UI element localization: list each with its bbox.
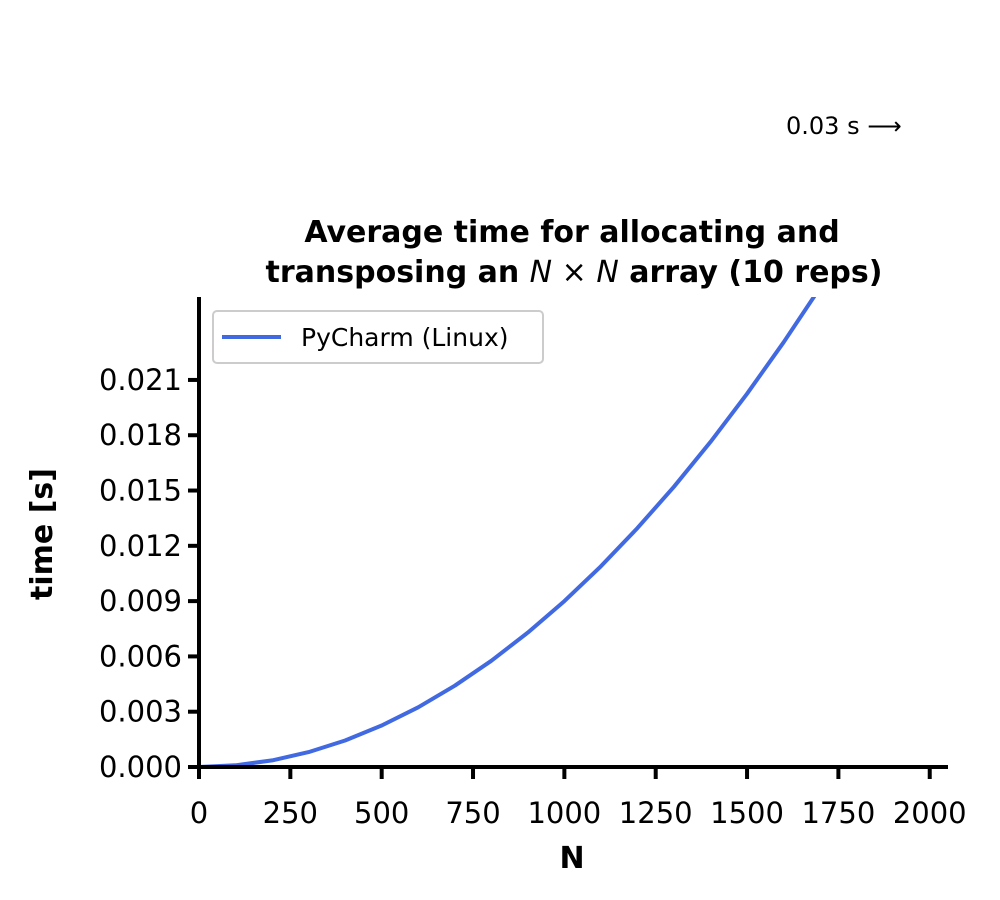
y-axis-ticks: 0.000 0.003 0.006 0.009 0.012 0.015 0.018 0.021 [99, 363, 199, 784]
x-tick-label: 1750 [801, 796, 875, 830]
x-tick-label: 750 [445, 796, 500, 830]
legend-frame [212, 310, 544, 364]
y-tick-label: 0.009 [99, 584, 182, 618]
y-tick-label: 0.012 [99, 529, 182, 563]
x-tick-label: 1250 [619, 796, 693, 830]
y-tick-label: 0.006 [99, 639, 182, 673]
chart-title-line-2: transposing an N × N array (10 reps) [266, 255, 883, 290]
x-tick-label: 1500 [710, 796, 784, 830]
x-tick-label: 2000 [893, 796, 967, 830]
y-tick-label: 0.000 [99, 750, 182, 784]
y-tick-label: 0.021 [99, 363, 182, 397]
legend-label: PyCharm (Linux) [301, 323, 509, 352]
x-tick-label: 250 [263, 796, 318, 830]
x-tick-label: 0 [190, 796, 208, 830]
x-axis-label: N [559, 841, 584, 876]
series-line [199, 297, 817, 769]
series-layer [199, 297, 817, 769]
x-tick-label: 500 [354, 796, 409, 830]
y-tick-label: 0.018 [99, 418, 182, 452]
x-axis-ticks: 0 250 500 750 1000 1250 1500 1750 2000 [190, 767, 967, 830]
y-tick-label: 0.003 [99, 695, 182, 729]
legend: PyCharm (Linux) [212, 310, 544, 364]
chart-title-line-1: Average time for allocating and [304, 215, 839, 250]
x-tick-label: 1000 [527, 796, 601, 830]
y-tick-label: 0.015 [99, 474, 182, 508]
y-axis-label: time [s] [25, 468, 60, 600]
max-value-annotation: 0.03 s ⟶ [786, 112, 902, 140]
